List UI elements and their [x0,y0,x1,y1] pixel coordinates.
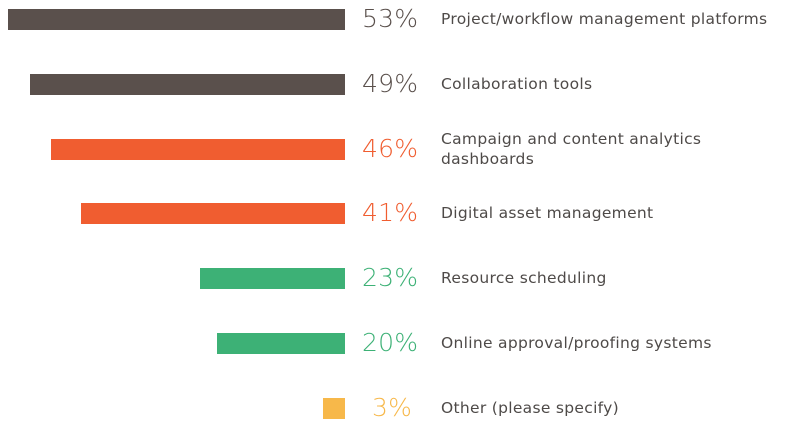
category-label: Digital asset management [441,204,654,222]
category-label: Project/workflow management platforms [441,10,768,28]
bar-row-digital-asset-management: 41% Digital asset management [0,198,800,227]
bar [51,139,345,160]
category-label: Other (please specify) [441,399,619,417]
category-label: Resource scheduling [441,269,607,287]
bar [8,9,345,30]
bar [323,398,345,419]
category-label: Campaign and content analytics dashboard… [441,130,702,168]
value-label: 3% [372,393,413,422]
bar-row-other: 3% Other (please specify) [0,393,800,422]
category-label: Online approval/proofing systems [441,334,712,352]
bar-row-online-approval: 20% Online approval/proofing systems [0,328,800,357]
value-label: 53% [362,4,419,33]
value-label: 49% [362,69,419,98]
bar [81,203,345,224]
bar [217,333,345,354]
bar-row-collaboration-tools: 49% Collaboration tools [0,69,800,98]
value-label: 46% [362,134,419,163]
value-label: 41% [362,198,419,227]
bar-row-campaign-analytics: 46% Campaign and content analytics dashb… [0,130,800,168]
bar-row-resource-scheduling: 23% Resource scheduling [0,263,800,292]
bar [30,74,345,95]
bar-row-project-workflow: 53% Project/workflow management platform… [0,4,800,33]
value-label: 23% [362,263,419,292]
bar [200,268,345,289]
category-label: Collaboration tools [441,75,593,93]
value-label: 20% [362,328,419,357]
